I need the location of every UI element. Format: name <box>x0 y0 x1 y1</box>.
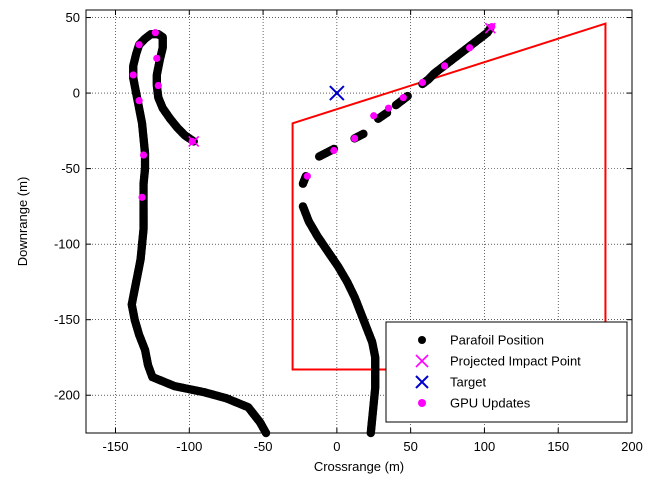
legend-item: Projected Impact Point <box>415 354 581 369</box>
gpu-update-point <box>303 172 311 180</box>
legend-label: Parafoil Position <box>450 333 544 348</box>
gpu-update-point <box>153 54 161 62</box>
legend-label: Target <box>450 375 487 390</box>
x-tick-label: 100 <box>474 439 496 454</box>
y-tick-label: -150 <box>54 312 80 327</box>
x-tick-label: -150 <box>102 439 128 454</box>
x-tick-label: 200 <box>621 439 643 454</box>
legend-label: GPU Updates <box>450 396 531 411</box>
y-tick-label: 0 <box>73 86 80 101</box>
y-tick-label: -200 <box>54 388 80 403</box>
projected-impact-point <box>188 135 200 147</box>
gpu-update-point <box>135 97 143 105</box>
parafoil-position-point <box>359 129 368 139</box>
gpu-update-point <box>399 94 407 102</box>
gpu-update-point <box>138 193 146 201</box>
gpu-update-point <box>330 146 338 155</box>
gpu-update-point <box>188 137 196 146</box>
parafoil-position-point <box>298 202 308 211</box>
gpu-update-point <box>151 29 159 37</box>
x-tick-label: 0 <box>333 439 340 454</box>
gpu-update-point <box>129 71 137 79</box>
legend-symbol-parafoil <box>418 336 426 344</box>
gpu-update-point <box>154 81 162 90</box>
gpu-update-point <box>418 78 427 87</box>
target-point <box>329 85 345 101</box>
legend-box <box>385 321 628 423</box>
plot-area <box>127 22 607 438</box>
x-tick-label: -50 <box>254 439 273 454</box>
gpu-update-point <box>370 112 378 120</box>
x-tick-label: 150 <box>547 439 569 454</box>
legend: Parafoil Position Projected Impact Point T… <box>385 321 628 423</box>
legend-label: Projected Impact Point <box>450 354 581 369</box>
legend-item: GPU Updates <box>418 396 531 411</box>
gpu-update-point <box>350 134 359 143</box>
x-tick-label: -100 <box>176 439 202 454</box>
legend-symbol-impact <box>415 354 429 368</box>
gpu-update-point <box>440 62 449 70</box>
legend-item: Target <box>415 375 487 390</box>
plot-frame <box>85 9 633 434</box>
legend-item: Parafoil Position <box>418 333 544 348</box>
legend-symbol-gpu <box>418 399 426 407</box>
y-tick-label: -50 <box>61 161 80 176</box>
gpu-update-point <box>466 44 474 52</box>
gpu-update-point <box>139 151 148 159</box>
projected-impact-point <box>484 22 496 34</box>
x-tick-label: 50 <box>403 439 417 454</box>
y-axis-label: Downrange (m) <box>15 177 30 267</box>
axis-ticks: -150 -100 -50 0 50 100 150 200 50 0 -50 -100 -150 -20… <box>54 10 643 454</box>
legend-symbol-target <box>415 375 429 389</box>
x-axis-label: Crossrange (m) <box>314 459 404 474</box>
gpu-update-point <box>135 41 143 49</box>
gpu-update-point <box>384 104 393 112</box>
y-tick-label: -100 <box>54 237 80 252</box>
y-tick-label: 50 <box>66 10 80 25</box>
